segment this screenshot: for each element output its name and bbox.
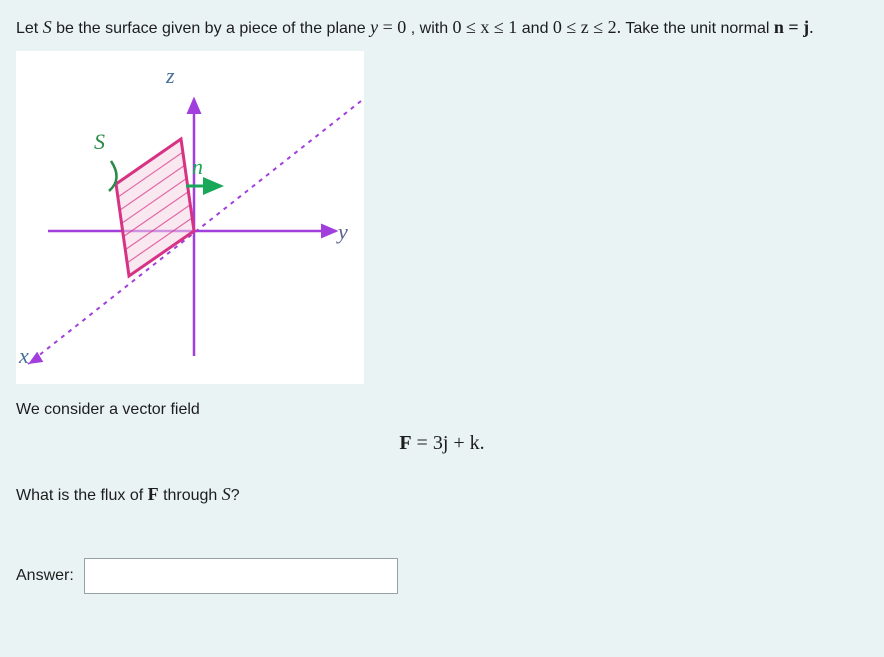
text: be the surface given by a piece of the p…	[56, 20, 370, 37]
axis-label: x	[19, 343, 29, 369]
normal-eq: n = j	[774, 17, 809, 37]
display-equation: F = 3j + k.	[16, 432, 868, 455]
axis-label: z	[166, 63, 175, 89]
axis-label: S	[94, 129, 105, 155]
text: Let	[16, 20, 43, 37]
eq-rest: = 3j + k.	[412, 432, 485, 454]
answer-label: Answer:	[16, 567, 74, 585]
intro-paragraph: Let S be the surface given by a piece of…	[16, 14, 868, 41]
axis-label: y	[338, 219, 348, 245]
text: Take the unit normal	[625, 20, 774, 37]
var-S: S	[222, 484, 231, 504]
figure-svg	[16, 51, 364, 384]
text: What is the flux of	[16, 487, 148, 504]
ineq1: 0 ≤ x ≤ 1	[453, 17, 518, 37]
text: and	[522, 20, 553, 37]
eq-lhs: y	[370, 17, 378, 37]
var-S: S	[43, 17, 52, 37]
vector-field-line: We consider a vector field	[16, 398, 868, 422]
eq-rhs: = 0	[378, 17, 406, 37]
text: .	[809, 17, 814, 37]
ineq2: 0 ≤ z ≤ 2.	[553, 17, 621, 37]
answer-input[interactable]	[84, 558, 398, 594]
figure: z y x Sn	[16, 51, 364, 384]
axis-label: n	[192, 154, 203, 180]
question: What is the flux of F through S?	[16, 481, 868, 508]
var-F: F	[148, 484, 159, 504]
text: through	[163, 487, 222, 504]
answer-row: Answer:	[16, 558, 868, 594]
var-F: F	[399, 432, 411, 454]
text: , with	[411, 20, 453, 37]
text: ?	[231, 487, 240, 504]
